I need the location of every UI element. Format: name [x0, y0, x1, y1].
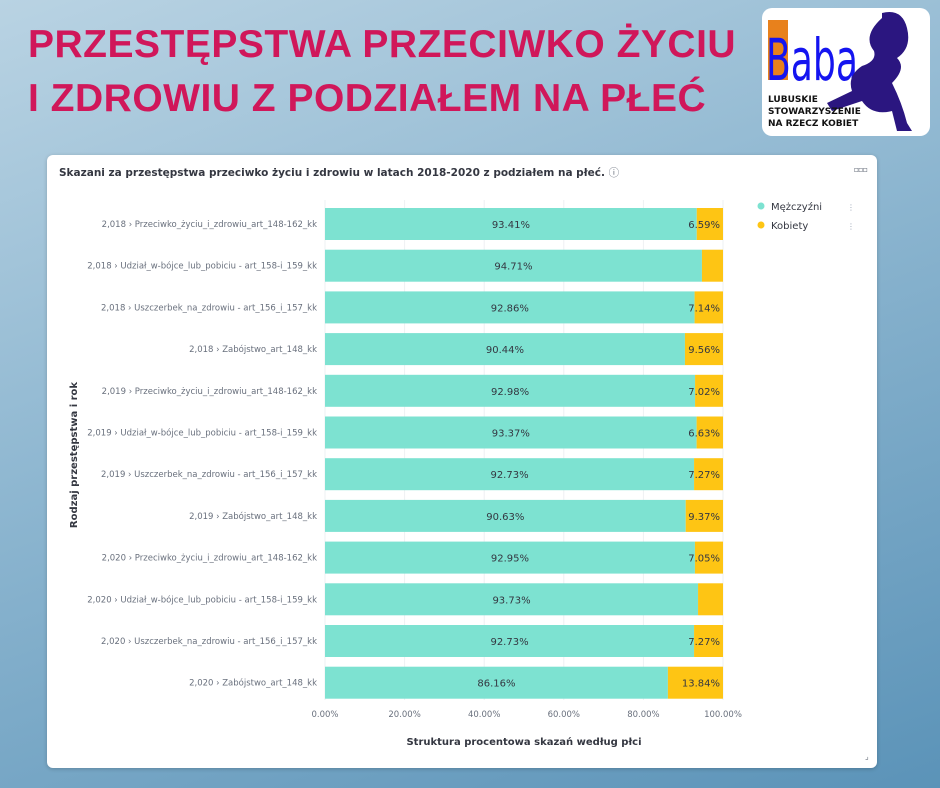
bar-segment-mezczyzni: [325, 208, 697, 240]
y-axis-title: Rodzaj przestępstwa i rok: [69, 382, 80, 528]
y-tick-label: 2,018 › Zabójstwo_art_148_kk: [189, 344, 317, 355]
bar-segment-kobiety: [695, 374, 723, 407]
bar-segment-kobiety: [698, 583, 723, 616]
data-label: 93.41%: [492, 220, 530, 231]
bar-segment-kobiety: [694, 291, 723, 324]
bar-segment-kobiety: [694, 458, 723, 491]
y-tick-label: 2,020 › Udział_w-bójce_lub_pobiciu - art…: [87, 594, 317, 605]
page-title: PRZESTĘPSTWA PRZECIWKO ŻYCIU I ZDROWIU Z…: [28, 18, 736, 126]
x-tick-label: 0.00%: [311, 710, 338, 720]
legend-options-icon: ⋮: [847, 222, 855, 231]
x-tick-label: 80.00%: [627, 710, 659, 720]
data-label: 7.05%: [688, 554, 720, 565]
bar-segment-kobiety: [685, 499, 723, 532]
title-line-2: I ZDROWIU Z PODZIAŁEM NA PŁEĆ: [28, 77, 707, 120]
data-label: 94.71%: [494, 262, 532, 273]
bar-segment-mezczyzni: [325, 499, 686, 532]
data-label: 13.84%: [682, 679, 720, 690]
resize-handle-icon: ⌟: [865, 752, 869, 761]
svg-text:NA RZECZ KOBIET: NA RZECZ KOBIET: [768, 119, 859, 129]
x-tick-label: 20.00%: [388, 710, 420, 720]
legend-options-icon: ⋮: [847, 203, 855, 212]
svg-text:STOWARZYSZENIE: STOWARZYSZENIE: [768, 107, 861, 117]
title-line-1: PRZESTĘPSTWA PRZECIWKO ŻYCIU: [28, 23, 737, 66]
panel-title-text: Skazani za przestępstwa przeciwko życiu …: [59, 167, 605, 179]
legend-item: Mężczyźni: [771, 201, 822, 213]
y-tick-label: 2,020 › Zabójstwo_art_148_kk: [189, 678, 317, 689]
legend-item: Kobiety: [771, 221, 808, 232]
data-label: 9.37%: [688, 512, 720, 523]
bar-chart: 0.00% 20.00% 40.00% 60.00% 80.00% 100.00% 2,01…: [69, 200, 869, 761]
bar-segment-kobiety: [694, 541, 723, 574]
panel-title: Skazani za przestępstwa przeciwko życiu …: [59, 165, 619, 180]
data-label: 7.02%: [688, 387, 720, 398]
legend-dot: [757, 221, 765, 229]
data-label: 6.63%: [688, 429, 720, 440]
y-tick-label: 2,018 › Uszczerbek_na_zdrowiu - art_156_…: [101, 303, 317, 313]
data-label: 6.59%: [688, 220, 720, 231]
legend-dot: [757, 202, 765, 210]
bar-segment-mezczyzni: [325, 291, 695, 324]
y-tick-label: 2,018 › Przeciwko_życiu_i_zdrowiu_art_14…: [102, 220, 317, 230]
bar-segment-mezczyzni: [325, 458, 695, 491]
bar-segment-mezczyzni: [325, 374, 696, 407]
data-label: 92.86%: [491, 303, 529, 314]
data-label: 92.73%: [490, 470, 528, 481]
data-label: 7.27%: [688, 637, 720, 648]
bar-segment-kobiety: [701, 249, 723, 282]
info-icon[interactable]: ⓘ: [608, 167, 620, 179]
chart-panel: Skazani za przestępstwa przeciwko życiu …: [47, 155, 877, 768]
bar-segment-mezczyzni: [325, 416, 697, 449]
y-tick-label: 2,019 › Uszczerbek_na_zdrowiu - art_156_…: [101, 470, 317, 480]
data-label: 7.27%: [688, 470, 720, 481]
data-label: 7.14%: [688, 303, 720, 314]
y-tick-label: 2,019 › Przeciwko_życiu_i_zdrowiu_art_14…: [102, 387, 317, 397]
data-label: 90.44%: [486, 345, 524, 356]
x-axis-title: Struktura procentowa skazań według płci: [406, 736, 641, 748]
y-tick-label: 2,019 › Zabójstwo_art_148_kk: [189, 511, 317, 522]
data-label: 9.56%: [688, 345, 720, 356]
svg-text:LUBUSKIE: LUBUSKIE: [768, 95, 818, 105]
bar-segment-mezczyzni: [325, 666, 668, 699]
data-label: 93.37%: [492, 429, 530, 440]
x-tick-label: 40.00%: [468, 710, 500, 720]
bar-segment-mezczyzni: [325, 583, 699, 616]
y-tick-label: 2,018 › Udział_w-bójce_lub_pobiciu - art…: [87, 261, 317, 272]
bar-segment-kobiety: [694, 625, 723, 657]
data-label: 93.73%: [492, 595, 530, 606]
y-tick-label: 2,020 › Przeciwko_życiu_i_zdrowiu_art_14…: [102, 554, 317, 564]
y-tick-label: 2,020 › Uszczerbek_na_zdrowiu - art_156_…: [101, 637, 317, 647]
bar-segment-mezczyzni: [325, 541, 695, 574]
bar-segment-mezczyzni: [325, 249, 702, 282]
x-tick-label: 60.00%: [548, 710, 580, 720]
bar-segment-kobiety: [696, 208, 723, 240]
x-tick-label: 100.00%: [704, 710, 742, 720]
ellipsis-icon[interactable]: ▫▫▫: [853, 165, 868, 174]
svg-text:Baba: Baba: [766, 26, 858, 94]
bar-segment-kobiety: [684, 333, 723, 366]
data-label: 90.63%: [486, 512, 524, 523]
data-label: 92.95%: [491, 554, 529, 565]
data-label: 92.98%: [491, 387, 529, 398]
bar-segment-mezczyzni: [325, 625, 695, 657]
data-label: 86.16%: [477, 679, 515, 690]
bar-segment-mezczyzni: [325, 333, 685, 366]
bar-segment-kobiety: [696, 416, 723, 449]
baba-logo: Baba LUBUSKIE STOWARZYSZENIE NA RZECZ KO…: [762, 8, 930, 136]
y-tick-label: 2,019 › Udział_w-bójce_lub_pobiciu - art…: [87, 428, 317, 439]
data-label: 92.73%: [490, 637, 528, 648]
bar-segment-kobiety: [667, 666, 723, 699]
